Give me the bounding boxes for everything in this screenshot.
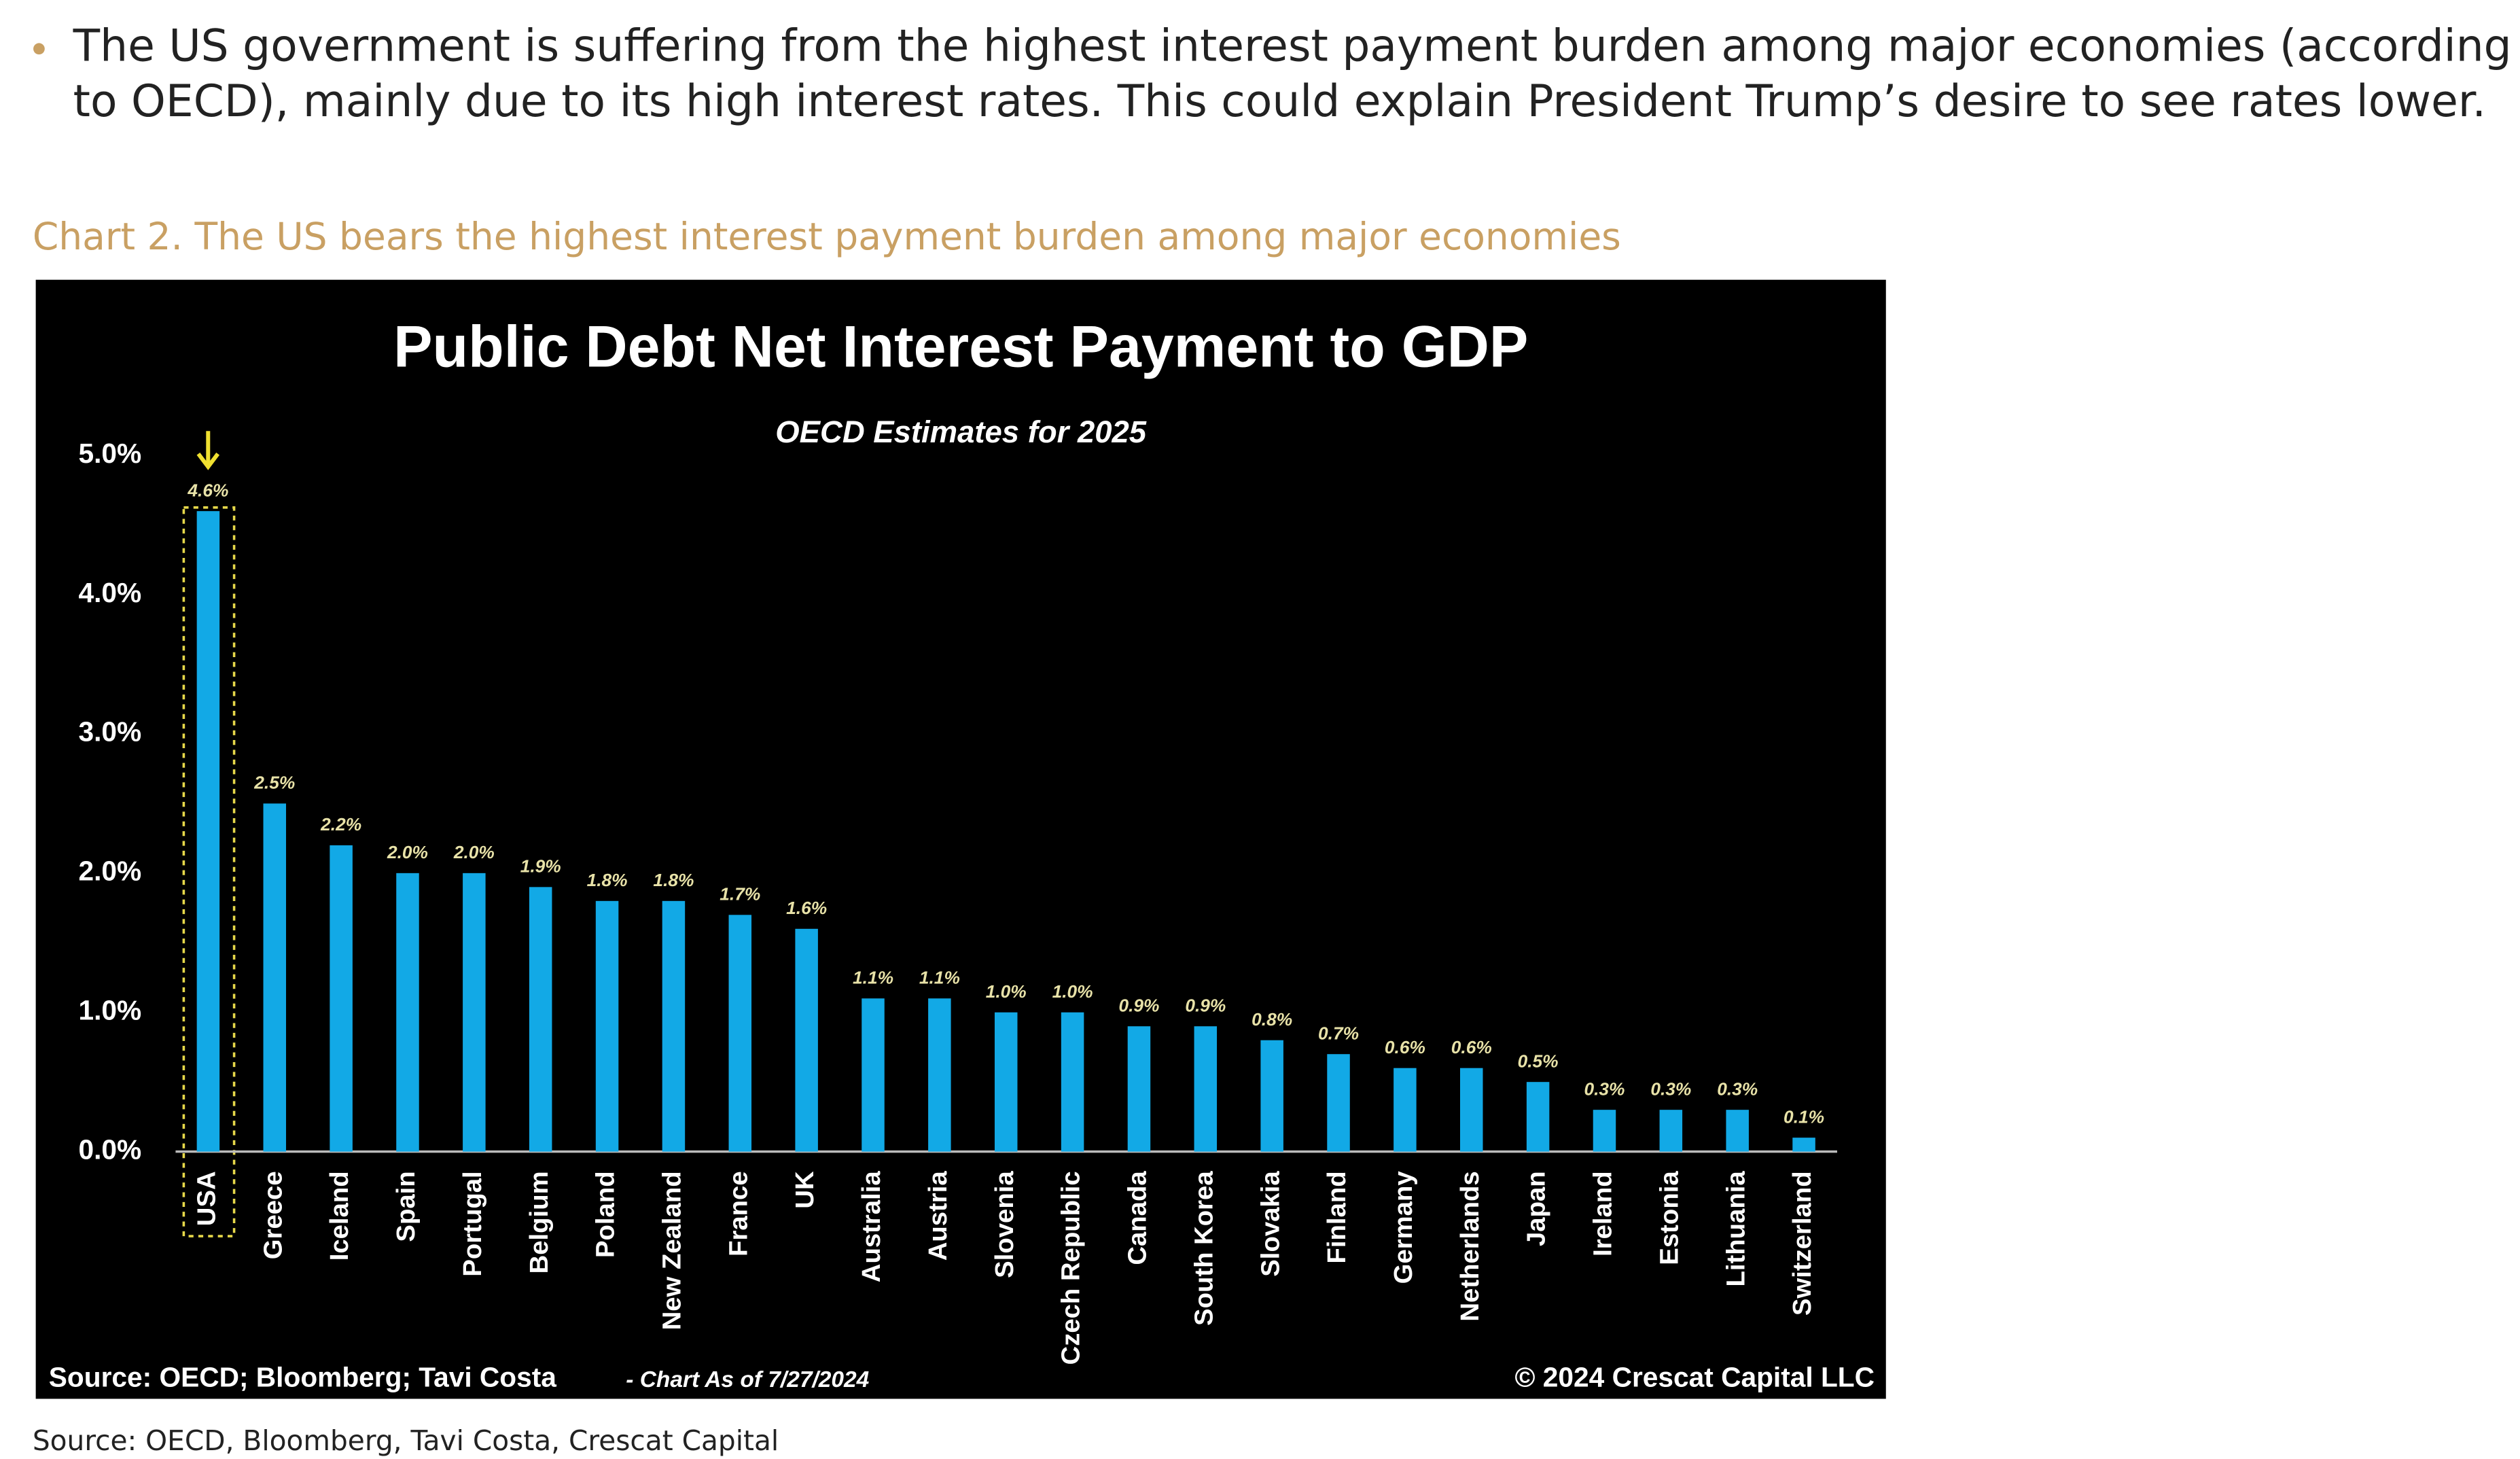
bar [595, 900, 619, 1152]
bar [795, 928, 818, 1152]
bullet-line: The US government is suffering from the … [73, 20, 2512, 71]
highlight-arrow [196, 431, 220, 470]
x-tick-label: Ireland [1589, 1171, 1618, 1256]
bar [263, 803, 287, 1152]
bar [1459, 1068, 1483, 1152]
value-label: 1.1% [919, 967, 960, 987]
value-label: 0.1% [1783, 1106, 1824, 1127]
value-label: 0.3% [1584, 1078, 1625, 1099]
x-tick-label: New Zealand [658, 1171, 687, 1330]
bar [529, 887, 552, 1152]
value-label: 2.0% [387, 842, 428, 862]
x-tick-label: Switzerland [1788, 1171, 1817, 1316]
y-tick-label: 0.0% [78, 1133, 141, 1165]
bar [862, 998, 885, 1152]
value-label: 1.1% [853, 967, 893, 987]
x-tick-label: Belgium [525, 1171, 554, 1273]
x-tick-label: Australia [857, 1171, 886, 1283]
value-label: 0.9% [1118, 995, 1159, 1015]
bar [1127, 1026, 1151, 1152]
bar [662, 900, 686, 1152]
bar [1194, 1026, 1218, 1152]
chart-title: Public Debt Net Interest Payment to GDP [393, 315, 1528, 380]
bar [994, 1012, 1018, 1152]
bar [928, 998, 951, 1152]
value-label: 0.3% [1717, 1078, 1758, 1099]
bar [1792, 1138, 1815, 1152]
bar [1260, 1040, 1283, 1152]
value-label: 0.9% [1185, 995, 1226, 1015]
bar [1593, 1110, 1616, 1152]
x-tick-label: Estonia [1654, 1171, 1684, 1265]
y-tick-label: 2.0% [78, 856, 141, 887]
value-label: 0.5% [1518, 1051, 1559, 1071]
chart-date: - Chart As of 7/27/2024 [626, 1367, 869, 1392]
value-label: 0.8% [1252, 1009, 1292, 1030]
value-label: 1.7% [720, 884, 760, 904]
bar [463, 873, 486, 1152]
value-label: 1.8% [653, 870, 694, 890]
x-tick-label: Slovakia [1256, 1171, 1285, 1277]
x-tick-label: Canada [1123, 1171, 1152, 1265]
value-label: 2.5% [253, 773, 295, 793]
chart-source: Source: OECD; Bloomberg; Tavi Costa [49, 1361, 557, 1392]
value-label: 1.0% [1052, 981, 1093, 1002]
bar [330, 845, 353, 1152]
value-label: 2.0% [453, 842, 495, 862]
x-tick-label: Greece [258, 1171, 287, 1259]
bar [1394, 1068, 1417, 1152]
value-label: 1.9% [520, 856, 561, 877]
chart-copyright: © 2024 Crescat Capital LLC [1515, 1361, 1875, 1392]
x-tick-label: USA [192, 1171, 221, 1226]
x-tick-label: Spain [391, 1171, 421, 1242]
value-label: 2.2% [320, 814, 361, 834]
x-tick-label: Czech Republic [1057, 1171, 1086, 1365]
highlight-box [182, 506, 236, 1237]
x-tick-label: South Korea [1189, 1171, 1218, 1326]
x-tick-label: Netherlands [1455, 1171, 1485, 1321]
x-tick-label: Iceland [325, 1171, 354, 1261]
bar [728, 915, 752, 1152]
bar [196, 511, 220, 1152]
y-tick-label: 5.0% [78, 438, 141, 469]
chart-background [35, 279, 1886, 1399]
bullet-line: to OECD), mainly due to its high interes… [73, 76, 2486, 127]
value-label: 0.6% [1451, 1037, 1492, 1057]
bar [1327, 1054, 1350, 1152]
value-label: 4.6% [187, 480, 228, 500]
value-label: 0.3% [1650, 1078, 1691, 1099]
x-tick-label: Austria [923, 1171, 953, 1261]
x-tick-label: Japan [1522, 1171, 1551, 1246]
bar [1526, 1082, 1550, 1152]
value-label: 0.6% [1385, 1037, 1425, 1057]
y-tick-label: 1.0% [78, 994, 141, 1025]
x-tick-label: France [724, 1171, 753, 1256]
x-tick-label: Germany [1389, 1171, 1418, 1284]
y-tick-label: 4.0% [78, 577, 141, 608]
value-label: 1.0% [986, 981, 1027, 1002]
bar [396, 873, 419, 1152]
bar [1659, 1110, 1683, 1152]
source-note: Source: OECD, Bloomberg, Tavi Costa, Cre… [33, 1424, 779, 1457]
value-label: 1.8% [587, 870, 628, 890]
chart-subtitle: OECD Estimates for 2025 [775, 415, 1146, 449]
x-tick-label: Lithuania [1721, 1171, 1750, 1287]
x-tick-label: Slovenia [990, 1171, 1019, 1278]
value-label: 1.6% [786, 898, 827, 918]
x-tick-label: UK [790, 1171, 819, 1209]
bullet-dot [33, 43, 45, 55]
caption: Chart 2. The US bears the highest intere… [33, 215, 1621, 258]
y-tick-label: 3.0% [78, 716, 141, 748]
x-tick-label: Portugal [458, 1171, 487, 1276]
bar [1726, 1110, 1749, 1152]
bar [1061, 1012, 1084, 1152]
x-tick-label: Finland [1322, 1171, 1351, 1263]
value-label: 0.7% [1318, 1023, 1359, 1043]
x-tick-label: Poland [591, 1171, 620, 1258]
